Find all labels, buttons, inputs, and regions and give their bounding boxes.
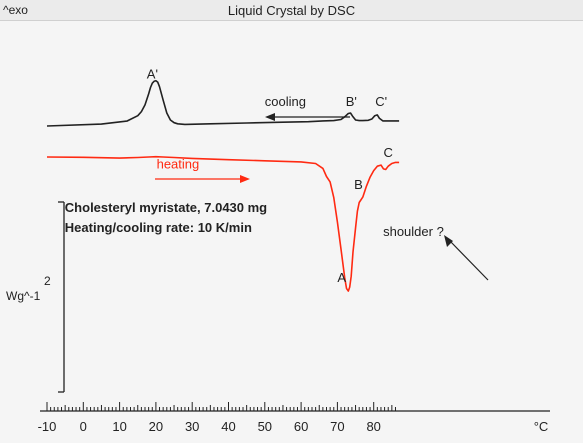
annotation-rate-label: Heating/cooling rate: 10 K/min: [65, 220, 252, 235]
x-tick-label: 30: [185, 419, 199, 434]
annotation-cooling-label: cooling: [265, 94, 306, 109]
scale-bar-unit: Wg^-1: [6, 289, 41, 303]
annotation-b-prime: B': [346, 94, 357, 109]
x-tick-label: 50: [258, 419, 272, 434]
annotation-b: B: [354, 177, 363, 192]
heating-arrow-head: [240, 175, 250, 183]
x-tick-label: 60: [294, 419, 308, 434]
x-tick-label: 80: [366, 419, 380, 434]
annotation-heating-label: heating: [157, 156, 200, 171]
series-line-heating: [46, 155, 400, 292]
annotation-c-prime: C': [375, 94, 387, 109]
title-bar: ^exo Liquid Crystal by DSC: [0, 0, 583, 21]
shoulder-arrow-head: [444, 235, 453, 247]
x-tick-label: 10: [112, 419, 126, 434]
annotation-c: C: [384, 145, 393, 160]
annotation-a: A: [337, 270, 346, 285]
x-tick-label: 20: [149, 419, 163, 434]
x-tick-label: -10: [38, 419, 57, 434]
x-tick-label: 70: [330, 419, 344, 434]
scale-bar-value: 2: [44, 274, 51, 288]
x-tick-label: 40: [221, 419, 235, 434]
cooling-arrow-head: [265, 113, 275, 121]
x-tick-label: °C: [534, 419, 549, 434]
exo-direction-label: ^exo: [3, 3, 28, 17]
annotation-shoulder-label: shoulder ?: [383, 224, 444, 239]
annotation-sample-label: Cholesteryl myristate, 7.0430 mg: [65, 200, 267, 215]
series-line-cooling: [46, 79, 400, 127]
chart-title: Liquid Crystal by DSC: [227, 3, 356, 18]
shoulder-arrow-line: [448, 239, 489, 281]
x-tick-label: 0: [80, 419, 87, 434]
annotation-a-prime: A': [147, 67, 158, 82]
